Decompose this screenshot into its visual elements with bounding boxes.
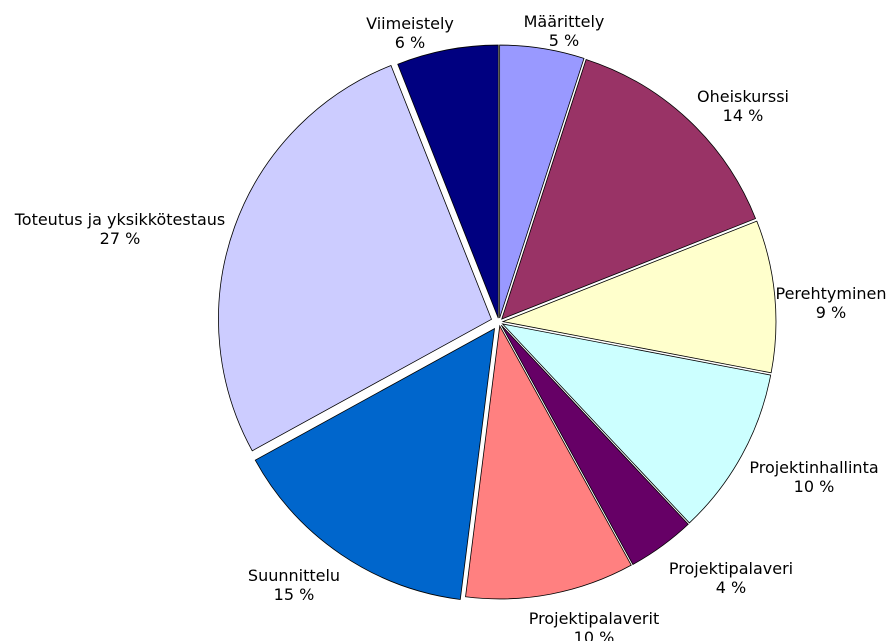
pie-slice-suunnittelu xyxy=(254,327,495,600)
pie-slice-oheiskurssi xyxy=(501,58,757,320)
slice-label-projektipalaveri: Projektipalaveri xyxy=(669,559,793,578)
slice-label-toteutus-ja-yksikkotestaus: Toteutus ja yksikkötestaus xyxy=(14,210,226,229)
slice-value-label-projektipalaverit: 10 % xyxy=(574,628,615,641)
pie-slice-viimeistely xyxy=(397,44,499,319)
slice-value-label-suunnittelu: 15 % xyxy=(274,585,315,604)
slice-value-label-oheiskurssi: 14 % xyxy=(723,106,764,125)
slice-label-viimeistely: Viimeistely xyxy=(366,14,454,33)
slice-label-projektinhallinta: Projektinhallinta xyxy=(749,458,878,477)
pie-slice-maarittely xyxy=(499,44,585,319)
pie-slice-toteutus-ja-yksikkotestaus xyxy=(218,64,492,452)
slice-value-label-viimeistely: 6 % xyxy=(395,33,425,52)
pie-slice-projektipalaverit xyxy=(465,324,632,600)
slice-label-oheiskurssi: Oheiskurssi xyxy=(697,87,789,106)
slice-value-label-toteutus-ja-yksikkotestaus: 27 % xyxy=(100,229,141,248)
slice-value-label-perehtyminen: 9 % xyxy=(816,303,846,322)
pie-slice-projektinhallinta xyxy=(501,323,772,524)
slice-label-perehtyminen: Perehtyminen xyxy=(775,284,886,303)
slice-label-suunnittelu: Suunnittelu xyxy=(248,566,340,585)
slice-value-label-maarittely: 5 % xyxy=(549,31,579,50)
slice-value-label-projektipalaveri: 4 % xyxy=(716,578,746,597)
pie-slice-perehtyminen xyxy=(501,220,777,374)
slice-label-maarittely: Määrittely xyxy=(524,12,605,31)
slice-label-projektipalaverit: Projektipalaverit xyxy=(529,609,659,628)
pie-slice-projektipalaveri xyxy=(501,324,689,566)
slice-value-label-projektinhallinta: 10 % xyxy=(794,477,835,496)
